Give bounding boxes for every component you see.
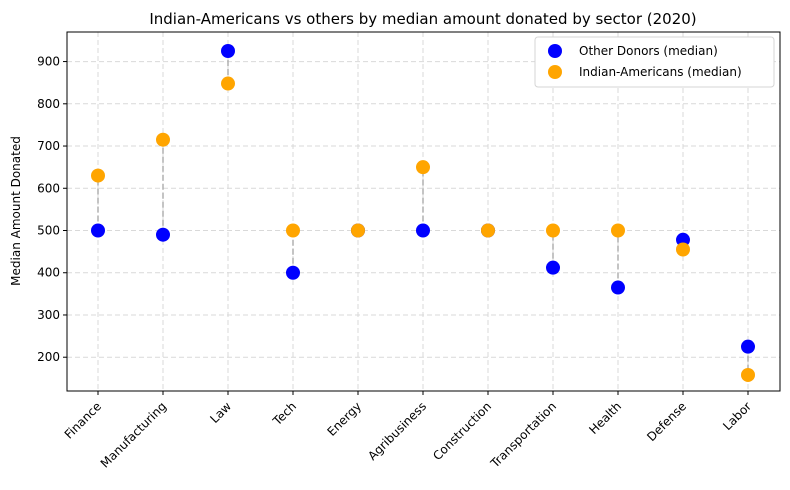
point-other-donors [416,223,430,238]
point-indian-americans [221,76,235,91]
x-tick-label: Manufacturing [98,399,169,470]
legend-marker-indian [548,65,562,79]
x-tick-label: Labor [720,399,754,433]
x-tick-label: Construction [430,399,494,463]
chart-title: Indian-Americans vs others by median amo… [149,10,696,28]
point-other-donors [221,44,235,59]
x-tick-label: Law [207,399,234,426]
point-indian-americans [481,223,495,238]
y-tick-label: 400 [37,266,60,280]
point-indian-americans [741,367,755,382]
x-tick-label: Agribusiness [365,399,429,463]
x-tick-label: Defense [644,399,689,444]
point-other-donors [546,260,560,275]
point-indian-americans [546,223,560,238]
y-tick-label: 500 [37,224,60,238]
x-tick-label: Health [586,399,624,437]
legend-box [534,36,775,88]
x-tick-label: Finance [62,399,104,441]
y-tick-label: 200 [37,350,60,364]
y-tick-label: 700 [37,139,60,153]
y-tick-label: 600 [37,181,60,195]
legend-label-other: Other Donors (median) [579,44,718,58]
point-indian-americans [91,168,105,183]
point-other-donors [741,339,755,354]
point-indian-americans [416,160,430,175]
point-other-donors [156,227,170,242]
y-axis-label: Median Amount Donated [9,136,23,286]
x-tick-label: Transportation [487,399,559,471]
y-tick-label: 800 [37,97,60,111]
point-indian-americans [156,132,170,147]
point-other-donors [91,223,105,238]
x-tick-label: Energy [325,399,365,439]
x-tick-label: Tech [270,399,300,429]
legend: Other Donors (median) Indian-Americans (… [534,36,775,88]
y-tick-label: 900 [37,55,60,69]
legend-label-indian: Indian-Americans (median) [579,65,742,79]
legend-marker-other [548,44,562,58]
data-points [91,44,755,382]
y-axis: 200 300 400 500 600 700 800 900 [37,55,67,364]
point-other-donors [611,280,625,295]
point-indian-americans [351,223,365,238]
point-other-donors [286,265,300,280]
point-indian-americans [676,242,690,257]
point-indian-americans [286,223,300,238]
y-tick-label: 300 [37,308,60,322]
point-indian-americans [611,223,625,238]
point-other-donors [676,232,690,247]
